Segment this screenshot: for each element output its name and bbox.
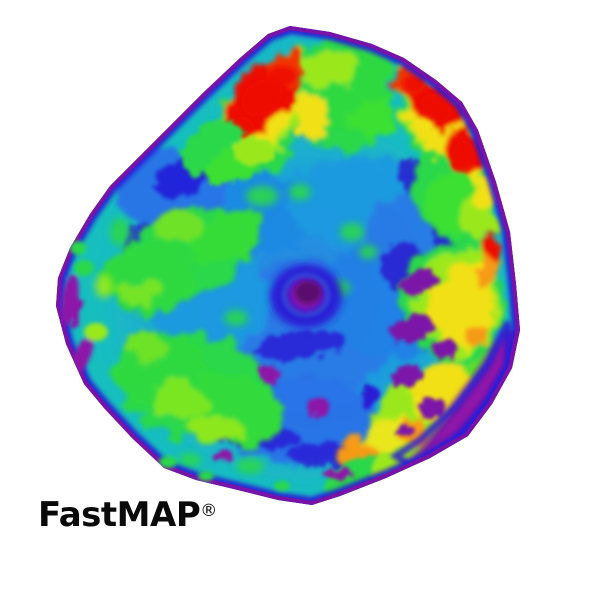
bottom-edge-flecks [159, 456, 290, 491]
top-left-green-tail [179, 120, 276, 185]
top-right-hot-core [403, 75, 476, 175]
upper-center-band [292, 34, 396, 150]
purple-inclusions [67, 269, 457, 481]
left-edge-slivers [61, 241, 108, 377]
left-green-patch [102, 205, 265, 315]
lower-left-green-patch [112, 332, 283, 446]
center-cold-spot [270, 264, 342, 328]
fastmap-wordmark: FastMAP [38, 495, 201, 535]
upper-right-green-band [412, 150, 500, 252]
registered-trademark-icon: ® [200, 501, 218, 521]
perimeter-outline [56, 26, 520, 505]
fastmap-logo: FastMAP® [38, 498, 217, 532]
